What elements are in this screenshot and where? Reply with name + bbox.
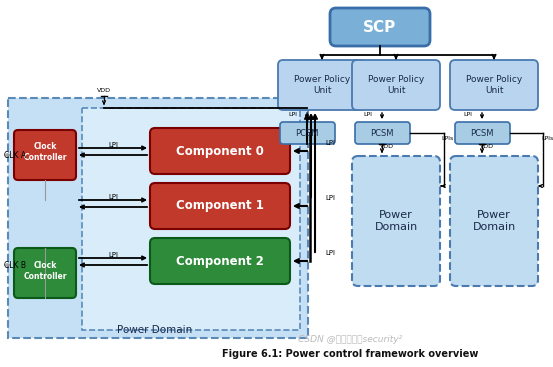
Text: Power Policy
Unit: Power Policy Unit <box>368 75 424 95</box>
Text: Figure 6.1: Power control framework overview: Figure 6.1: Power control framework over… <box>222 349 478 359</box>
Text: Component 2: Component 2 <box>176 254 264 268</box>
Text: PCSM: PCSM <box>295 128 319 138</box>
Text: LPI: LPI <box>463 113 472 117</box>
Text: LPI: LPI <box>108 252 118 258</box>
FancyBboxPatch shape <box>150 128 290 174</box>
Text: Component 1: Component 1 <box>176 200 264 212</box>
Text: LPI: LPI <box>325 250 335 256</box>
Text: VDD: VDD <box>380 145 394 149</box>
Text: SCP: SCP <box>363 21 397 36</box>
Text: PCSM: PCSM <box>470 128 494 138</box>
FancyBboxPatch shape <box>450 60 538 110</box>
Text: Power
Domain: Power Domain <box>472 210 515 232</box>
Text: CLK B: CLK B <box>4 261 26 269</box>
FancyBboxPatch shape <box>278 60 366 110</box>
Text: LPI: LPI <box>108 194 118 200</box>
Bar <box>82 108 300 330</box>
Text: LPI: LPI <box>363 113 373 117</box>
Text: CSDN @安全二次方security²: CSDN @安全二次方security² <box>298 335 402 345</box>
Text: Power Policy
Unit: Power Policy Unit <box>466 75 522 95</box>
Text: Clock
Controller: Clock Controller <box>23 261 67 281</box>
Text: VDD: VDD <box>97 88 111 94</box>
FancyBboxPatch shape <box>330 8 430 46</box>
FancyBboxPatch shape <box>355 122 410 144</box>
FancyBboxPatch shape <box>455 122 510 144</box>
Bar <box>8 98 308 338</box>
FancyBboxPatch shape <box>280 122 335 144</box>
Text: LPIs: LPIs <box>442 135 454 141</box>
FancyBboxPatch shape <box>352 60 440 110</box>
FancyBboxPatch shape <box>450 156 538 286</box>
Text: LPI: LPI <box>289 113 298 117</box>
Text: LPIs: LPIs <box>541 135 553 141</box>
Text: VDD: VDD <box>480 145 494 149</box>
Text: Power Domain: Power Domain <box>117 325 192 335</box>
Text: Component 0: Component 0 <box>176 145 264 157</box>
Text: LPI: LPI <box>325 140 335 146</box>
Text: Power
Domain: Power Domain <box>374 210 418 232</box>
Text: PCSM: PCSM <box>371 128 394 138</box>
Text: CLK A: CLK A <box>4 150 26 160</box>
FancyBboxPatch shape <box>14 248 76 298</box>
FancyBboxPatch shape <box>150 238 290 284</box>
Text: LPI: LPI <box>108 142 118 148</box>
FancyBboxPatch shape <box>14 130 76 180</box>
Text: LPI: LPI <box>325 195 335 201</box>
FancyBboxPatch shape <box>150 183 290 229</box>
Text: Clock
Controller: Clock Controller <box>23 142 67 162</box>
FancyBboxPatch shape <box>352 156 440 286</box>
Text: Power Policy
Unit: Power Policy Unit <box>294 75 350 95</box>
